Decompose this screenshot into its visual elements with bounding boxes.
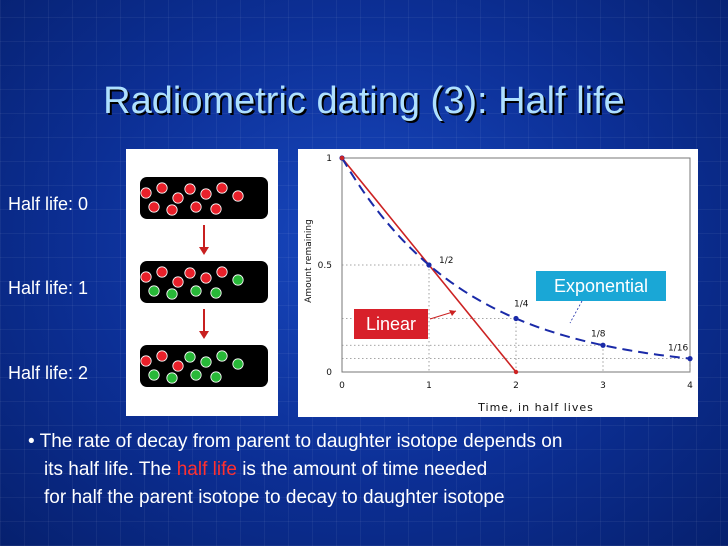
exponential-point — [687, 356, 693, 362]
half-life-highlight: half life — [176, 459, 237, 480]
bullet-line-1: • The rate of decay from parent to daugh… — [28, 428, 718, 456]
y-tick-label: 0 — [326, 368, 332, 378]
parent-atom — [140, 271, 152, 283]
exponential-point — [426, 262, 432, 268]
bullet-line-2-pre: its half life. The — [44, 459, 177, 480]
daughter-atom — [148, 369, 160, 381]
daughter-atom — [166, 288, 178, 300]
parent-atom — [166, 204, 178, 216]
point-label: 1/2 — [439, 256, 453, 266]
daughter-atom — [184, 351, 196, 363]
half-life-label-2: Half life: 2 — [8, 363, 89, 383]
parent-atom — [156, 266, 168, 278]
linear-callout: Linear — [354, 309, 428, 339]
x-axis-label: Time, in half lives — [477, 401, 594, 414]
point-label: 1/8 — [591, 329, 606, 339]
bullet-text: • The rate of decay from parent to daugh… — [28, 428, 718, 512]
down-arrow-icon — [199, 309, 209, 339]
parent-atom — [210, 203, 222, 215]
exponential-pointer-icon — [569, 300, 583, 324]
exponential-callout: Exponential — [536, 271, 666, 301]
parent-atom — [184, 183, 196, 195]
down-arrow-icon — [199, 225, 209, 255]
isotope-panel — [126, 149, 278, 416]
daughter-atom — [148, 285, 160, 297]
bullet-line-2: its half life. The half life is the amou… — [28, 456, 718, 484]
decay-chart-svg: 1/2 1/4 1/8 1/16 0 1 2 3 4 0 0.5 1 Time, in half liv… — [304, 154, 693, 414]
y-axis-label: Amount remaining — [304, 219, 314, 303]
half-life-label-1: Half life: 1 — [8, 278, 89, 298]
point-label: 1/16 — [668, 344, 688, 354]
half-life-label-0: Half life: 0 — [8, 194, 89, 214]
linear-pointer-icon — [429, 310, 457, 320]
daughter-atom — [232, 274, 244, 286]
parent-atom — [140, 355, 152, 367]
parent-atom — [172, 192, 184, 204]
x-tick-label: 3 — [600, 381, 606, 391]
x-tick-label: 2 — [513, 381, 519, 391]
parent-atom — [232, 190, 244, 202]
daughter-atom — [190, 369, 202, 381]
bullet-line-1-text: The rate of decay from parent to daughte… — [39, 431, 563, 452]
y-tick-label: 1 — [326, 154, 332, 164]
bullet-line-3: for half the parent isotope to decay to … — [44, 487, 505, 508]
exponential-point — [600, 342, 606, 348]
daughter-atom — [210, 371, 222, 383]
daughter-atom — [166, 372, 178, 384]
parent-atom — [148, 201, 160, 213]
parent-atom — [200, 188, 212, 200]
x-tick-label: 0 — [339, 381, 345, 391]
x-tick-label: 1 — [426, 381, 432, 391]
bullet-marker: • — [28, 431, 35, 452]
isotope-diagram — [140, 177, 268, 387]
linear-point — [513, 369, 519, 375]
exponential-point — [513, 315, 519, 322]
linear-point — [339, 155, 345, 161]
daughter-atom — [232, 358, 244, 370]
x-tick-label: 4 — [687, 381, 693, 391]
daughter-atom — [190, 285, 202, 297]
daughter-atom — [216, 350, 228, 362]
parent-atom — [156, 182, 168, 194]
parent-atom — [172, 276, 184, 288]
parent-atom — [190, 201, 202, 213]
parent-atom — [156, 350, 168, 362]
parent-atom — [184, 267, 196, 279]
parent-atom — [172, 360, 184, 372]
parent-atom — [216, 266, 228, 278]
parent-atom — [140, 187, 152, 199]
slide-title: Radiometric dating (3): Half life — [103, 80, 625, 122]
parent-atom — [200, 272, 212, 284]
y-tick-label: 0.5 — [318, 261, 332, 271]
point-label: 1/4 — [514, 300, 529, 310]
bullet-line-2-post: is the amount of time needed — [236, 459, 488, 480]
parent-atom — [216, 182, 228, 194]
daughter-atom — [210, 287, 222, 299]
daughter-atom — [200, 356, 212, 368]
